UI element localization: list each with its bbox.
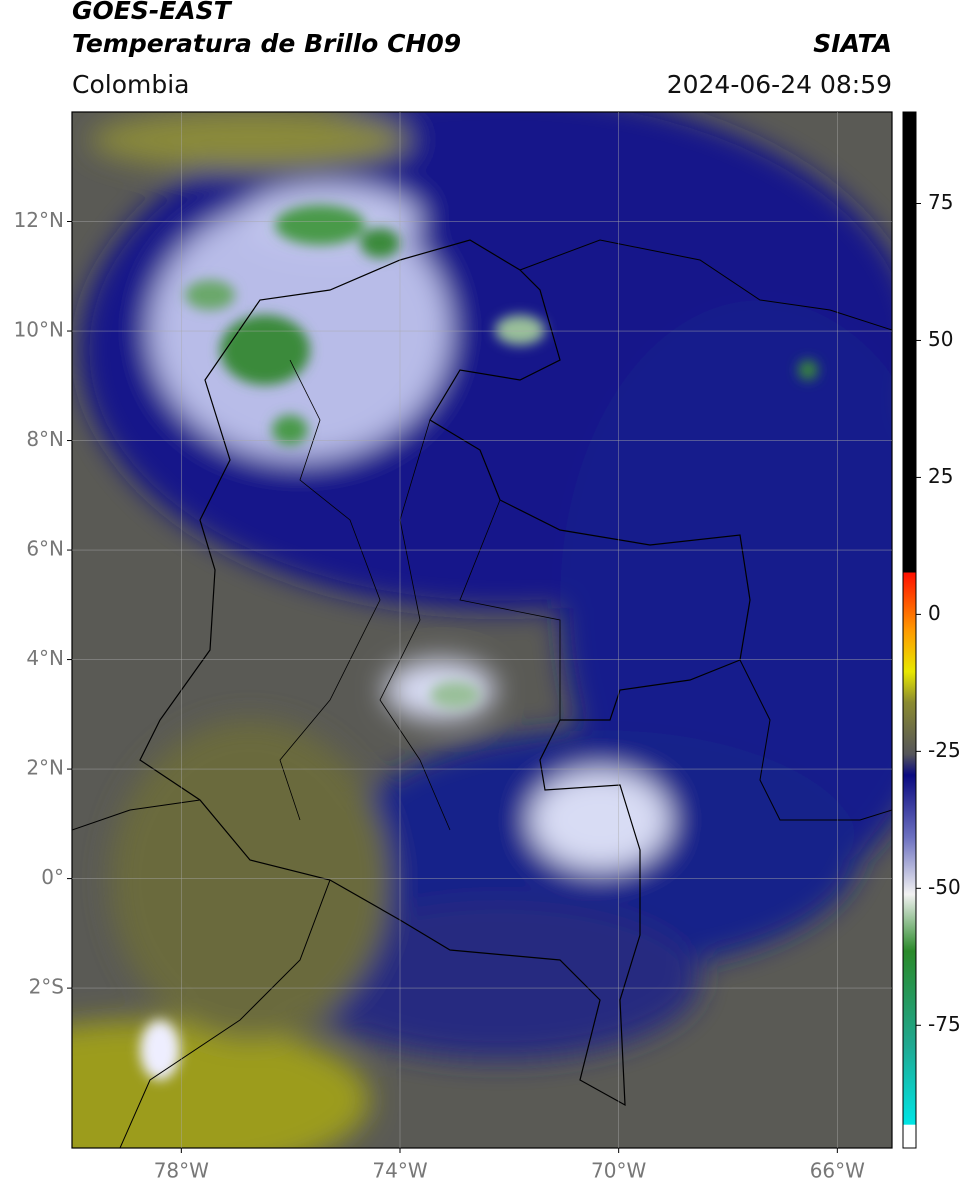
y-tick-label: 10°N bbox=[14, 318, 64, 342]
x-tick-label: 78°W bbox=[154, 1159, 209, 1183]
y-tick-label: 4°N bbox=[26, 646, 64, 670]
y-tick-label: 6°N bbox=[26, 537, 64, 561]
y-tick-label: 0° bbox=[41, 865, 64, 889]
x-tick-label: 74°W bbox=[372, 1159, 427, 1183]
satellite-image bbox=[72, 112, 892, 1148]
satellite: GOES-EAST bbox=[72, 0, 233, 25]
y-tick-label: 2°N bbox=[26, 756, 64, 780]
x-tick-label: 66°W bbox=[810, 1159, 865, 1183]
colorbar bbox=[902, 111, 917, 1149]
colorbar-tick-label: -25 bbox=[928, 738, 961, 762]
y-tick-label: 2°S bbox=[29, 975, 64, 999]
source: SIATA bbox=[813, 29, 892, 58]
y-tick-label: 8°N bbox=[26, 427, 64, 451]
colorbar-tick-label: 0 bbox=[928, 601, 941, 625]
region: Colombia bbox=[72, 70, 189, 99]
x-tick-label: 70°W bbox=[591, 1159, 646, 1183]
product: Temperatura de Brillo CH09 bbox=[72, 29, 461, 58]
datetime: 2024-06-24 08:59 bbox=[667, 70, 892, 99]
colorbar-tick-label: 50 bbox=[928, 327, 953, 351]
colorbar-tick-label: 25 bbox=[928, 464, 953, 488]
y-tick-label: 12°N bbox=[14, 208, 64, 232]
colorbar-tick-label: -75 bbox=[928, 1012, 961, 1036]
map-frame bbox=[71, 111, 893, 1149]
colorbar-tick-label: 75 bbox=[928, 190, 953, 214]
colorbar-tick-label: -50 bbox=[928, 875, 961, 899]
